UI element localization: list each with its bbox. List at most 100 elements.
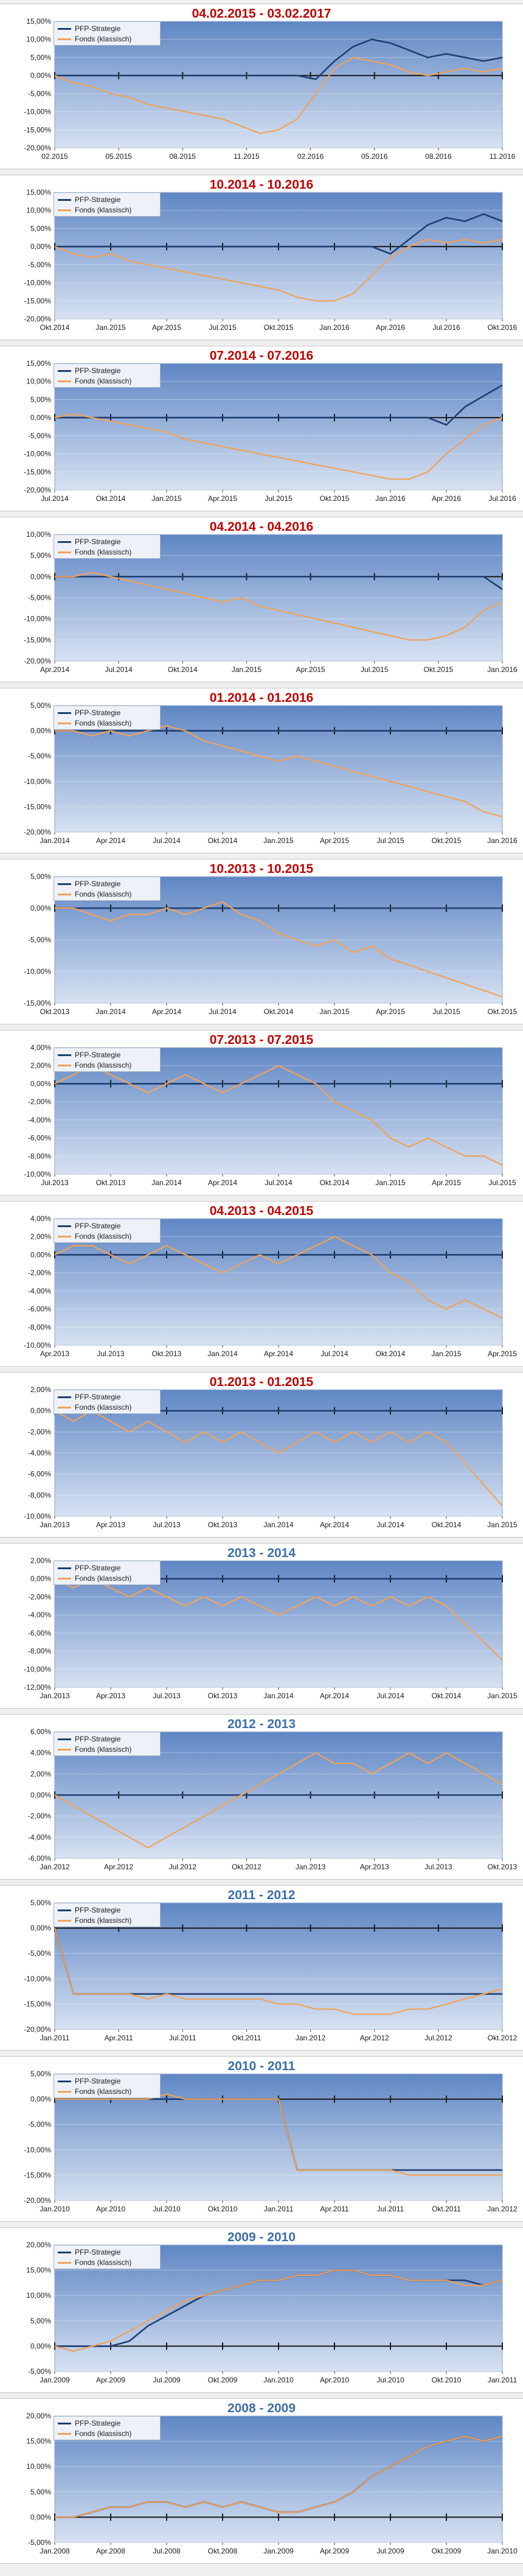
chart-title: 04.2013 - 04.2015 bbox=[209, 1204, 314, 1218]
y-tick-label: -20,00% bbox=[24, 144, 51, 152]
y-tick-label: -10,00% bbox=[24, 967, 51, 976]
legend-swatch bbox=[58, 2091, 71, 2093]
x-tick-label: Apr.2014 bbox=[320, 1521, 349, 1529]
x-tick-label: Jan.2016 bbox=[319, 323, 350, 332]
x-tick-label: Okt.2014 bbox=[40, 323, 70, 332]
y-tick-label: 15,00% bbox=[26, 17, 51, 26]
chart-panel: 20,00% 15,00% 10,00% 5,00% 0,00% -5,00% Jan.20… bbox=[0, 2227, 523, 2393]
y-tick-label: -5,00% bbox=[28, 936, 51, 944]
x-tick-label: Jan.2014 bbox=[40, 836, 70, 845]
y-tick-label: 15,00% bbox=[26, 359, 51, 368]
chart-legend: PFP-Strategie Fonds (klassisch) bbox=[54, 1903, 161, 1927]
legend-fonds: Fonds (klassisch) bbox=[58, 1916, 159, 1925]
x-tick-label: Jul.2015 bbox=[376, 836, 404, 845]
x-tick-label: Jan.2012 bbox=[487, 2205, 518, 2213]
y-tick-label: -6,00% bbox=[28, 1470, 51, 1479]
y-tick-label: 5,00% bbox=[30, 2317, 51, 2325]
x-tick-label: Jul.2014 bbox=[41, 494, 69, 503]
x-tick-label: Jan.2014 bbox=[263, 1521, 294, 1529]
x-tick-label: Jul.2012 bbox=[424, 2034, 452, 2042]
x-tick-label: Jan.2015 bbox=[232, 665, 262, 674]
y-tick-label: -20,00% bbox=[24, 2025, 51, 2034]
chart-panel: 2,00% 0,00% -2,00% -4,00% -6,00% -8,00% -10,00… bbox=[0, 1543, 523, 1709]
y-tick-label: 0,00% bbox=[30, 413, 51, 422]
legend-label: Fonds (klassisch) bbox=[75, 1574, 132, 1583]
x-tick-label: Jan.2016 bbox=[375, 494, 406, 503]
legend-swatch bbox=[58, 1065, 71, 1066]
fonds-series-line bbox=[54, 239, 503, 302]
legend-label: Fonds (klassisch) bbox=[75, 1745, 132, 1754]
x-tick-label: Apr.2014 bbox=[40, 665, 69, 674]
fonds-series-line bbox=[54, 1928, 503, 2015]
x-tick-label: Jul.2009 bbox=[376, 2547, 404, 2555]
fonds-series-line bbox=[55, 572, 503, 641]
y-tick-label: -12,00% bbox=[24, 1683, 51, 1692]
legend-swatch bbox=[58, 1909, 71, 1911]
x-tick-label: Jul.2014 bbox=[209, 1007, 237, 1016]
x-tick-label: 02.2016 bbox=[297, 152, 324, 161]
x-tick-label: Jul.2014 bbox=[265, 1178, 293, 1187]
legend-swatch bbox=[58, 2252, 71, 2253]
chart-legend: PFP-Strategie Fonds (klassisch) bbox=[54, 1390, 161, 1414]
chart-panel: 15,00% 10,00% 5,00% 0,00% -5,00% -10,00% -15,0… bbox=[0, 4, 523, 169]
y-tick-label: 0,00% bbox=[30, 1250, 51, 1259]
y-tick-label: 15,00% bbox=[26, 188, 51, 197]
chart-legend: PFP-Strategie Fonds (klassisch) bbox=[54, 2416, 161, 2440]
chart-legend: PFP-Strategie Fonds (klassisch) bbox=[54, 363, 161, 388]
x-tick-label: Okt.2013 bbox=[40, 1007, 70, 1016]
x-tick-label: Okt.2009 bbox=[208, 2376, 238, 2384]
x-tick-label: Jul.2014 bbox=[320, 1349, 348, 1358]
chart-title: 2010 - 2011 bbox=[227, 2059, 296, 2073]
chart-title: 2008 - 2009 bbox=[227, 2401, 296, 2415]
x-tick-label: Jul.2009 bbox=[153, 2376, 181, 2384]
y-tick-label: -15,00% bbox=[24, 999, 51, 1007]
y-tick-label: -5,00% bbox=[28, 2367, 51, 2376]
legend-label: PFP-Strategie bbox=[75, 1735, 121, 1743]
y-tick-label: 0,00% bbox=[30, 242, 51, 251]
legend-swatch bbox=[58, 712, 71, 714]
x-tick-label: Apr.2015 bbox=[152, 323, 181, 332]
chart-legend: PFP-Strategie Fonds (klassisch) bbox=[54, 1048, 161, 1072]
y-tick-label: -5,00% bbox=[28, 1949, 51, 1958]
y-tick-label: 0,00% bbox=[30, 904, 51, 912]
x-tick-label: Jul.2012 bbox=[169, 1863, 197, 1871]
legend-pfp: PFP-Strategie bbox=[58, 2076, 159, 2086]
chart-legend: PFP-Strategie Fonds (klassisch) bbox=[54, 2074, 161, 2098]
x-tick-label: Jan.2010 bbox=[487, 2547, 518, 2555]
y-tick-label: 10,00% bbox=[26, 2462, 51, 2471]
y-tick-label: 10,00% bbox=[26, 2291, 51, 2300]
legend-label: Fonds (klassisch) bbox=[75, 377, 132, 385]
y-tick-label: 0,00% bbox=[30, 1407, 51, 1415]
x-tick-label: Okt.2015 bbox=[488, 1007, 518, 1016]
x-tick-label: Apr.2015 bbox=[376, 1007, 405, 1016]
legend-fonds: Fonds (klassisch) bbox=[58, 1745, 159, 1754]
x-tick-label: Apr.2008 bbox=[96, 2547, 125, 2555]
legend-fonds: Fonds (klassisch) bbox=[58, 1402, 159, 1412]
legend-label: PFP-Strategie bbox=[75, 1906, 121, 1914]
chart-legend: PFP-Strategie Fonds (klassisch) bbox=[54, 1561, 161, 1585]
y-tick-label: 4,00% bbox=[30, 1749, 51, 1757]
x-tick-label: Jan.2015 bbox=[375, 1178, 406, 1187]
x-tick-label: Okt.2016 bbox=[488, 323, 518, 332]
y-tick-label: 0,00% bbox=[30, 572, 51, 581]
x-tick-label: Okt.2014 bbox=[168, 665, 198, 674]
y-tick-label: -8,00% bbox=[28, 1323, 51, 1331]
x-tick-label: Okt.2015 bbox=[424, 665, 454, 674]
x-tick-label: Apr.2016 bbox=[376, 323, 405, 332]
x-tick-label: Apr.2014 bbox=[152, 1007, 181, 1016]
x-tick-label: Jan.2010 bbox=[263, 2376, 294, 2384]
x-tick-label: Jul.2008 bbox=[153, 2547, 181, 2555]
legend-swatch bbox=[58, 1054, 71, 1056]
y-tick-label: -5,00% bbox=[28, 432, 51, 440]
x-tick-label: Jul.2016 bbox=[432, 323, 460, 332]
chart-panel: 5,00% 0,00% -5,00% -10,00% -15,00% -20,00% Jan… bbox=[0, 1885, 523, 2051]
legend-fonds: Fonds (klassisch) bbox=[58, 2258, 159, 2267]
x-tick-label: Jan.2013 bbox=[296, 1863, 326, 1871]
x-tick-label: Okt.2014 bbox=[264, 1007, 294, 1016]
x-tick-label: Apr.2015 bbox=[296, 665, 325, 674]
legend-swatch bbox=[58, 1225, 71, 1227]
x-tick-label: Jan.2015 bbox=[263, 836, 294, 845]
x-tick-label: Jan.2011 bbox=[264, 2205, 294, 2213]
y-tick-label: -15,00% bbox=[24, 802, 51, 811]
legend-label: PFP-Strategie bbox=[75, 366, 121, 375]
